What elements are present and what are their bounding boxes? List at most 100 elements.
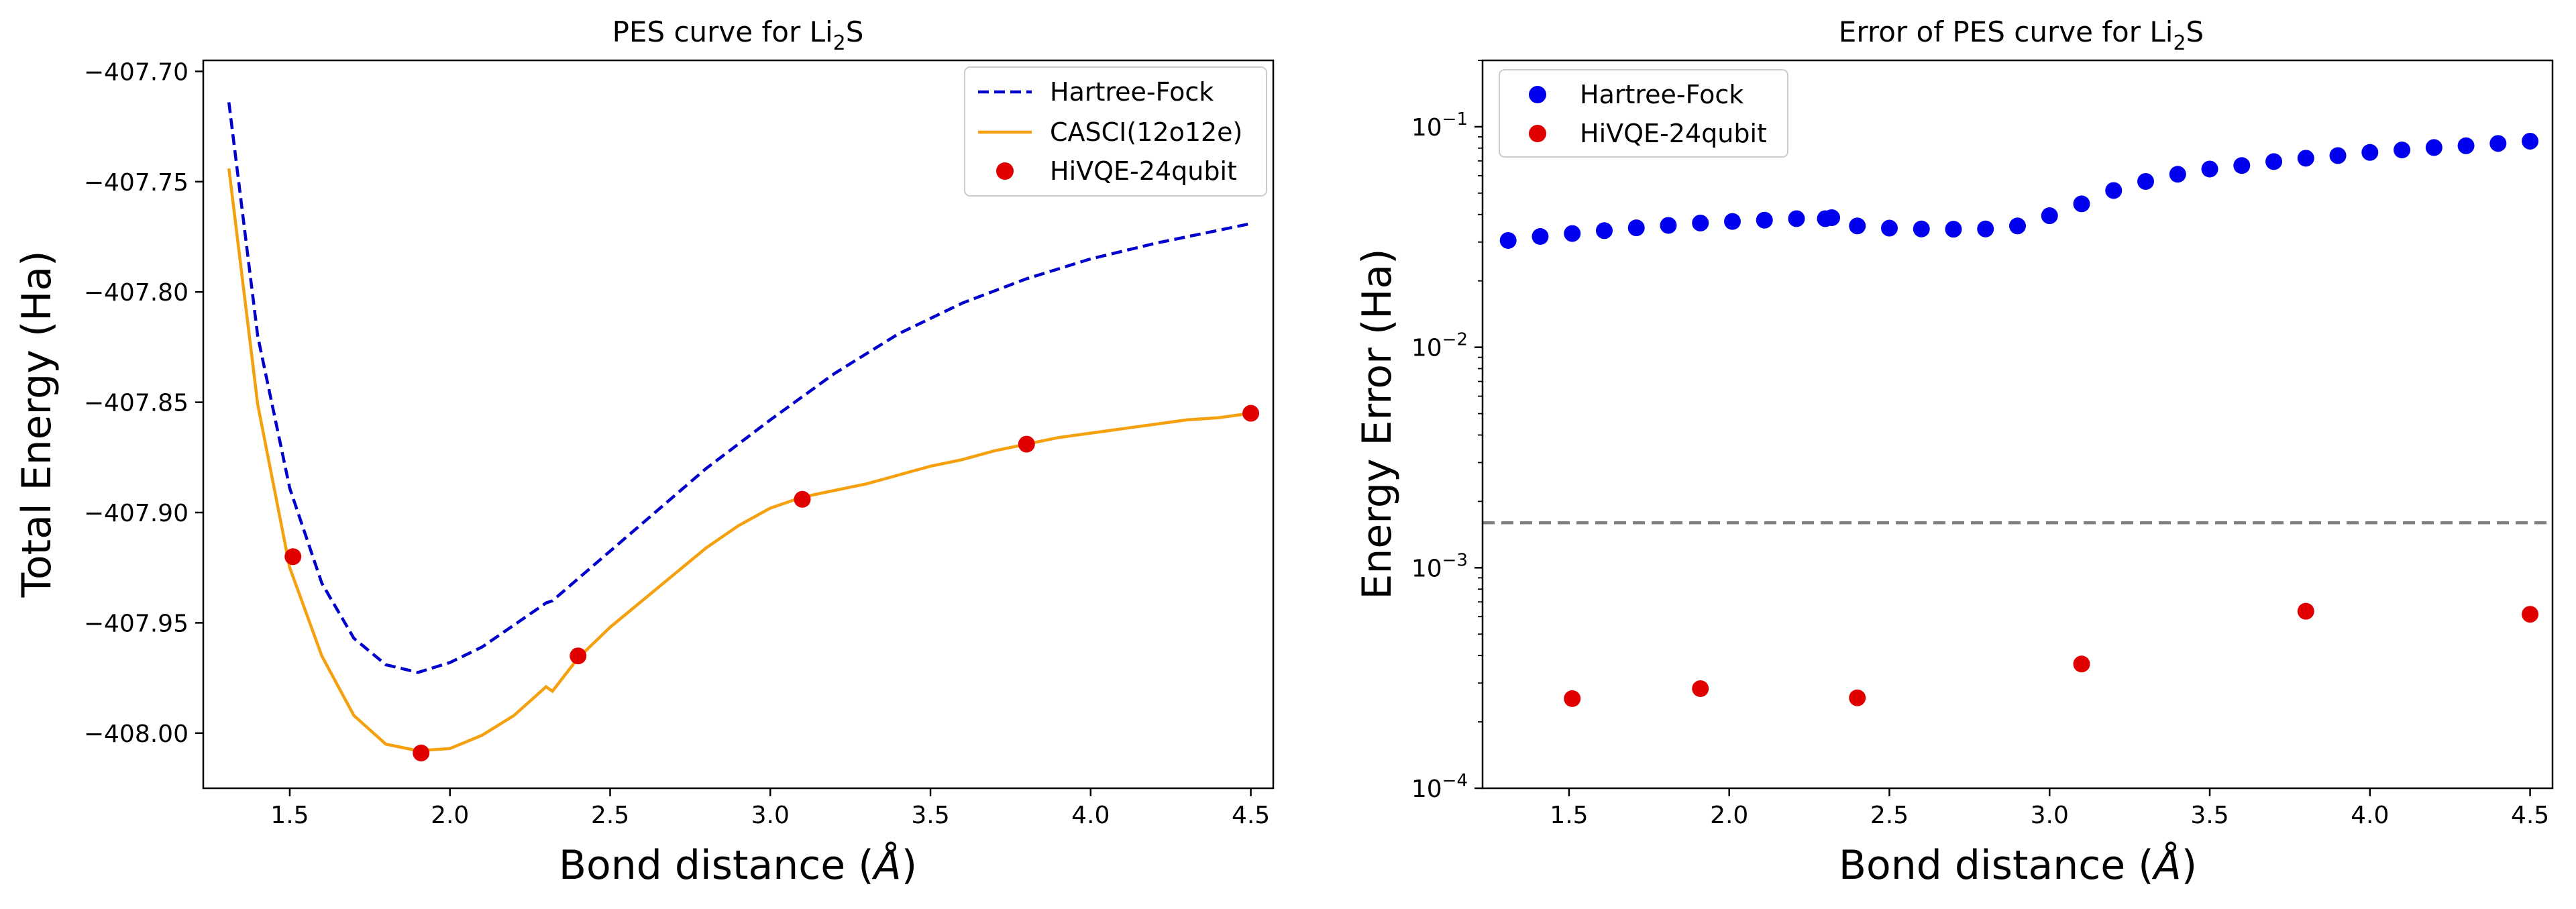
pes-chart: PES curve for Li2S 1.5 2.0 2.5 3.0 3.5 4.0 4.5… [13, 15, 1275, 889]
pes-x-tick-label: 1.5 [270, 802, 309, 829]
pes-x-tick-label: 2.5 [591, 802, 629, 829]
error-y-tick-label: 10−3 [1411, 550, 1468, 582]
error-hartree-fock-point [2105, 182, 2123, 199]
pes-casci-line [227, 168, 1251, 753]
error-hartree-fock-point [1627, 219, 1645, 237]
error-legend-box [1499, 69, 1788, 158]
pes-hivqe-point [794, 490, 811, 508]
pes-hivqe-point [1242, 405, 1260, 422]
pes-y-tick-label: −408.00 [84, 720, 189, 748]
pes-chart-title: PES curve for Li2S [612, 15, 864, 55]
pes-y-ticks: −407.70 −407.75 −407.80 −407.85 −407.90 −407.… [84, 58, 203, 748]
error-hivqe-point [2522, 606, 2539, 623]
pes-x-tick-label: 4.5 [1232, 802, 1270, 829]
pes-legend: Hartree-Fock CASCI(12o12e) HiVQE-24qubit [964, 66, 1267, 197]
error-x-tick-label: 3.0 [2031, 802, 2069, 829]
error-hartree-fock-point [2457, 137, 2475, 154]
error-plot-frame [1481, 59, 2554, 790]
error-hartree-fock-point [1913, 220, 1930, 237]
error-series-layer [1483, 132, 2553, 707]
error-x-axis-label: Bond distance (Å) [1839, 841, 2197, 889]
error-hartree-fock-point [1849, 217, 1866, 235]
pes-x-ticks: 1.5 2.0 2.5 3.0 3.5 4.0 4.5 [270, 788, 1270, 829]
error-hartree-fock-point [2425, 139, 2443, 156]
error-x-ticks: 1.5 2.0 2.5 3.0 3.5 4.0 4.5 [1550, 788, 2549, 829]
error-hartree-fock-point [1823, 209, 1841, 226]
error-x-tick-label: 2.0 [1710, 802, 1748, 829]
pes-y-tick-label: −407.85 [84, 390, 189, 417]
error-hartree-fock-point [1723, 213, 1741, 230]
error-y-tick-label: 10−1 [1411, 109, 1468, 142]
error-hartree-fock-point [2009, 217, 2026, 235]
error-chart: Error of PES curve for Li2S 1.5 2.0 2.5 3.0… [1354, 15, 2554, 889]
error-hartree-fock-point [2361, 144, 2379, 161]
error-hartree-fock-point [2169, 166, 2186, 183]
pes-legend-hf-label: Hartree-Fock [1050, 77, 1214, 107]
error-hartree-fock-point [2265, 153, 2283, 170]
error-hivqe-point [1692, 680, 1709, 698]
pes-hivqe-point [413, 744, 430, 761]
error-legend-hf-label: Hartree-Fock [1580, 80, 1743, 109]
error-legend-hivqe-swatch [1529, 125, 1546, 142]
error-hartree-fock-point [2329, 147, 2347, 164]
error-x-tick-label: 4.0 [2351, 802, 2389, 829]
pes-hivqe-point [570, 647, 587, 665]
pes-hartree-fock-line [227, 102, 1252, 674]
error-hivqe-point [2297, 602, 2314, 620]
pes-x-tick-label: 2.0 [431, 802, 469, 829]
error-hartree-fock-point [1788, 210, 1805, 227]
error-x-tick-label: 3.5 [2190, 802, 2229, 829]
error-x-tick-label: 2.5 [1870, 802, 1909, 829]
error-hartree-fock-point [2297, 150, 2314, 167]
pes-y-tick-label: −407.70 [84, 58, 189, 86]
error-hivqe-point [1849, 689, 1866, 706]
error-x-tick-label: 1.5 [1550, 802, 1588, 829]
error-hartree-fock-point [1977, 220, 1994, 237]
error-hartree-fock-point [1564, 225, 1581, 242]
error-x-tick-label: 4.5 [2511, 802, 2549, 829]
pes-hivqe-point [1018, 435, 1035, 453]
error-hivqe-point [1564, 690, 1581, 707]
pes-x-tick-label: 3.5 [911, 802, 949, 829]
error-y-tick-label: 10−4 [1411, 771, 1468, 803]
pes-y-tick-label: −407.75 [84, 169, 189, 197]
error-hartree-fock-point [2201, 160, 2218, 178]
error-hartree-fock-point [2041, 207, 2058, 225]
error-y-tick-label: 10−2 [1411, 330, 1468, 362]
pes-y-tick-label: −407.95 [84, 610, 189, 637]
error-hartree-fock-point [2073, 195, 2090, 213]
pes-x-tick-label: 3.0 [751, 802, 790, 829]
pes-legend-hivqe-label: HiVQE-24qubit [1050, 156, 1237, 186]
pes-hivqe-point [284, 548, 302, 566]
pes-x-tick-label: 4.0 [1071, 802, 1110, 829]
pes-legend-box [964, 66, 1267, 197]
error-hartree-fock-point [1945, 221, 1962, 238]
error-hivqe-point [2073, 655, 2090, 673]
error-chart-title: Error of PES curve for Li2S [1839, 15, 2204, 55]
pes-x-axis-label: Bond distance (Å) [559, 841, 917, 889]
error-legend: Hartree-Fock HiVQE-24qubit [1499, 69, 1788, 158]
pes-series-layer [227, 102, 1260, 761]
error-hartree-fock-point [1532, 227, 1549, 245]
pes-y-tick-label: −407.90 [84, 500, 189, 527]
error-hartree-fock-point [1880, 219, 1898, 237]
error-hartree-fock-point [1499, 231, 1517, 249]
pes-y-axis-label: Total Energy (Ha) [13, 250, 60, 598]
error-legend-hivqe-label: HiVQE-24qubit [1580, 119, 1767, 148]
pes-legend-casci-label: CASCI(12o12e) [1050, 117, 1242, 147]
error-legend-hf-swatch [1529, 86, 1546, 103]
error-hartree-fock-point [2394, 141, 2411, 158]
error-y-ticks: 10−4 10−3 10−2 10−1 [1411, 60, 1483, 803]
error-hartree-fock-point [2522, 132, 2539, 150]
error-hartree-fock-point [2137, 172, 2155, 190]
error-hartree-fock-point [1660, 217, 1677, 234]
error-y-axis-label: Energy Error (Ha) [1354, 248, 1401, 599]
error-hartree-fock-point [1595, 222, 1613, 239]
pes-plot-frame [202, 59, 1275, 790]
error-hartree-fock-point [1692, 214, 1709, 231]
pes-y-tick-label: −407.80 [84, 279, 189, 307]
error-hartree-fock-point [1756, 211, 1773, 229]
pes-legend-hivqe-swatch [996, 162, 1014, 180]
